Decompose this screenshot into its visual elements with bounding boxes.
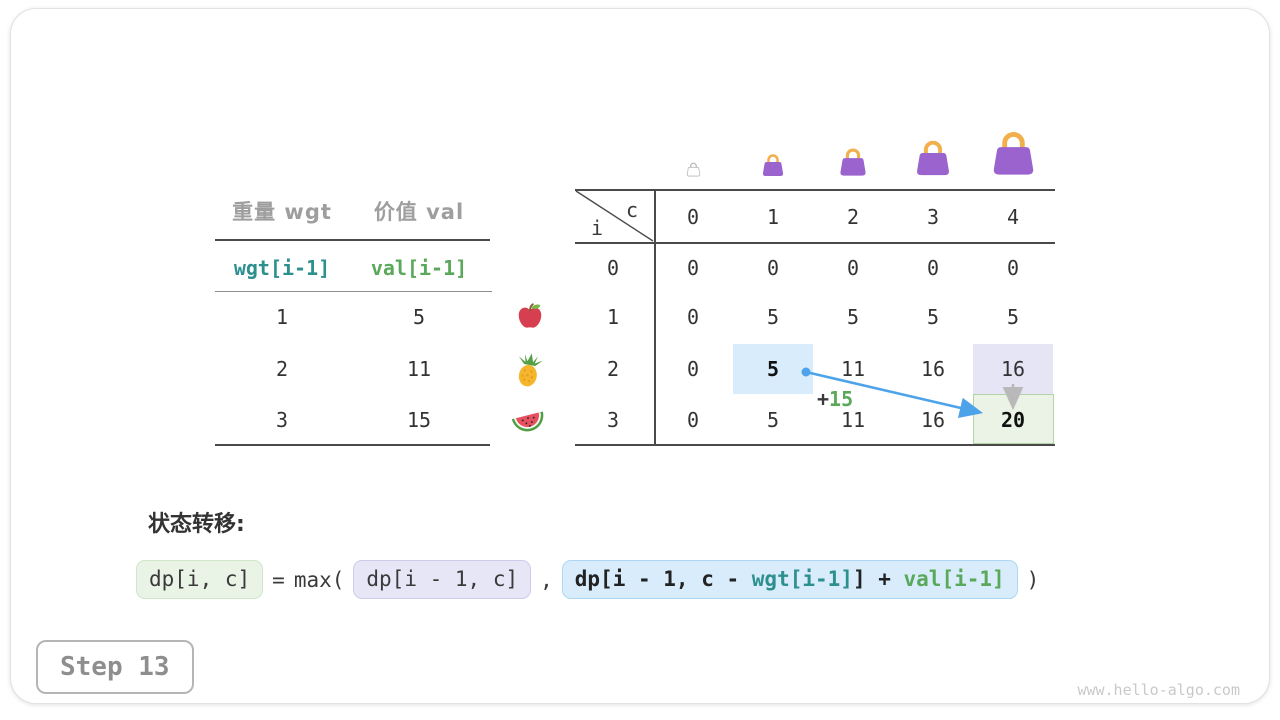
dp-cell-2-0: 0 xyxy=(686,357,700,381)
dp-cell-2-3: 16 xyxy=(920,357,946,381)
bag-capacity-4-icon xyxy=(990,131,1037,177)
dp-corner-row-var: i xyxy=(590,216,604,240)
formula-arg2-wgt: wgt[i-1] xyxy=(751,567,853,591)
dp-cell-3-0: 0 xyxy=(686,408,700,432)
dp-row-header-0: 0 xyxy=(606,256,620,280)
items-table-header-value: 价值 val xyxy=(373,200,465,224)
watermelon-icon xyxy=(510,404,546,436)
dp-cell-3-3: 16 xyxy=(920,408,946,432)
items-table-header-weight: 重量 wgt xyxy=(232,200,332,224)
formula-lhs-box: dp[i, c] xyxy=(136,560,264,600)
dp-row-header-3: 3 xyxy=(606,408,620,432)
dp-cell-1-0: 0 xyxy=(686,305,700,329)
item-3-weight: 3 xyxy=(275,408,289,432)
formula-arg2-prefix: dp[i - 1, c - xyxy=(574,567,752,591)
dp-cell-0-4: 0 xyxy=(1006,256,1020,280)
dp-cell-0-0: 0 xyxy=(686,256,700,280)
dp-highlight-source-cell xyxy=(733,344,813,394)
dp-col-header-0: 0 xyxy=(686,205,700,229)
items-table-wgt-array-label: wgt[i-1] xyxy=(233,256,331,280)
dp-table-rule-bottom xyxy=(575,444,1055,446)
dp-col-header-4: 4 xyxy=(1006,205,1020,229)
item-1-weight: 1 xyxy=(275,305,289,329)
state-transition-label: 状态转移: xyxy=(148,512,245,537)
dp-table-rule-top xyxy=(575,189,1055,191)
figure-card xyxy=(10,8,1270,704)
formula-arg2-mid: ] + xyxy=(852,567,904,591)
dp-table-rule-header xyxy=(575,242,1055,244)
formula-arg2-box: dp[i - 1, c - wgt[i-1]] + val[i-1] xyxy=(561,560,1018,600)
item-3-value: 15 xyxy=(406,408,432,432)
dp-cell-2-4: 16 xyxy=(1000,357,1026,381)
apple-icon xyxy=(515,301,545,331)
items-table-rule-top xyxy=(215,239,490,241)
dp-cell-0-3: 0 xyxy=(926,256,940,280)
dp-cell-3-2: 11 xyxy=(840,408,866,432)
dp-table-rule-vertical xyxy=(654,189,656,446)
item-2-value: 11 xyxy=(406,357,432,381)
dp-row-header-1: 1 xyxy=(606,305,620,329)
dp-col-header-3: 3 xyxy=(926,205,940,229)
watermark: www.hello-algo.com xyxy=(1077,681,1240,699)
dp-cell-3-1: 5 xyxy=(766,408,780,432)
dp-cell-1-2: 5 xyxy=(846,305,860,329)
formula-arg1-box: dp[i - 1, c] xyxy=(353,560,532,600)
dp-cell-0-1: 0 xyxy=(766,256,780,280)
plus-sign: + xyxy=(817,387,830,411)
dp-corner-col-var: c xyxy=(625,198,639,222)
bag-capacity-1-icon xyxy=(761,154,785,177)
dp-cell-2-2: 11 xyxy=(840,357,866,381)
dp-cell-2-1: 5 xyxy=(766,357,780,381)
dp-cell-1-1: 5 xyxy=(766,305,780,329)
items-table-rule-mid xyxy=(215,291,492,292)
state-transition-formula: dp[i, c] = max( dp[i - 1, c] , dp[i - 1,… xyxy=(136,560,1040,600)
bag-capacity-3-icon xyxy=(914,140,952,177)
dp-cell-1-4: 5 xyxy=(1006,305,1020,329)
transition-add-value-label: +15 xyxy=(817,387,853,411)
dp-cell-1-3: 5 xyxy=(926,305,940,329)
bag-capacity-2-icon xyxy=(838,148,868,177)
items-table-val-array-label: val[i-1] xyxy=(370,256,468,280)
item-1-value: 5 xyxy=(412,305,426,329)
step-badge: Step 13 xyxy=(36,640,194,694)
pineapple-icon xyxy=(512,352,544,388)
formula-comma: , xyxy=(540,567,553,592)
add-value: 15 xyxy=(829,387,854,411)
items-table-rule-bottom xyxy=(215,444,490,446)
formula-close-paren: ) xyxy=(1026,567,1040,592)
dp-col-header-2: 2 xyxy=(846,205,860,229)
formula-arg2-val: val[i-1] xyxy=(903,567,1005,591)
dp-cell-3-4: 20 xyxy=(1000,408,1026,432)
dp-col-header-1: 1 xyxy=(766,205,780,229)
bag-capacity-0-icon xyxy=(686,162,701,177)
item-2-weight: 2 xyxy=(275,357,289,381)
formula-max-open: max( xyxy=(293,567,345,592)
dp-cell-0-2: 0 xyxy=(846,256,860,280)
formula-equals: = xyxy=(272,567,285,592)
dp-row-header-2: 2 xyxy=(606,357,620,381)
